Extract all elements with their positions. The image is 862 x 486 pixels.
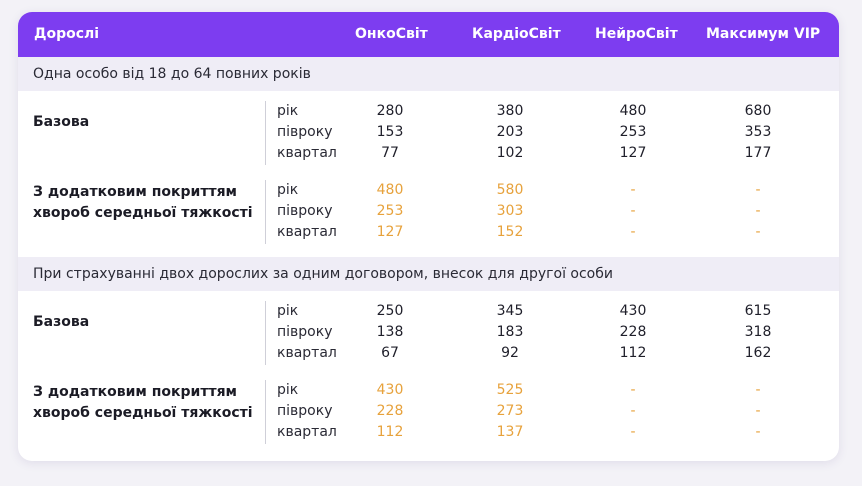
period-label: півроку [277,403,333,419]
value-cell: 303 [496,203,524,219]
value-cell: 77 [381,145,399,161]
section-title: При страхуванні двох дорослих за одним д… [33,266,613,282]
period-label: півроку [277,203,333,219]
value-cell: 138 [376,324,404,340]
value-cell: 430 [619,303,647,319]
value-cell: 67 [381,345,399,361]
value-cell: 480 [619,103,647,119]
value-cell: 353 [744,124,772,140]
table-row: квартал 67 92 112 162 [18,343,839,364]
table-row: рік 430 525 - - [18,380,839,401]
value-cell: 615 [744,303,772,319]
value-cell: 228 [376,403,404,419]
value-cell: 203 [496,124,524,140]
value-cell: 580 [496,182,524,198]
value-cell: - [630,403,636,419]
value-cell: - [755,424,761,440]
table-row: квартал 77 102 127 177 [18,143,839,164]
period-label: півроку [277,324,333,340]
period-label: квартал [277,224,337,240]
period-label: квартал [277,145,337,161]
value-cell: 480 [376,182,404,198]
group-extended: З додатковим покриттям хвороб середньої … [18,177,839,257]
value-cell: 183 [496,324,524,340]
value-cell: 680 [744,103,772,119]
value-cell: - [755,382,761,398]
table-row: півроку 153 203 253 353 [18,122,839,143]
value-cell: - [630,224,636,240]
period-label: рік [277,182,299,198]
table-row: квартал 112 137 - - [18,422,839,443]
value-cell: 177 [744,145,772,161]
divider [265,380,266,444]
table-row: півроку 228 273 - - [18,401,839,422]
value-cell: 112 [619,345,647,361]
table-row: рік 250 345 430 615 [18,301,839,322]
table-row: півроку 253 303 - - [18,201,839,222]
value-cell: 430 [376,382,404,398]
value-cell: 250 [376,303,404,319]
value-cell: - [755,403,761,419]
value-cell: 137 [496,424,524,440]
value-cell: 92 [501,345,519,361]
value-cell: - [755,203,761,219]
group-basic: Базова рік 250 345 430 615 півроку 138 1… [18,291,839,377]
period-label: півроку [277,124,333,140]
value-cell: 380 [496,103,524,119]
table-row: рік 280 380 480 680 [18,101,839,122]
value-cell: 152 [496,224,524,240]
group-label: З додатковим покриттям хвороб середньої … [33,384,253,421]
section-header: При страхуванні двох дорослих за одним д… [18,257,839,291]
value-cell: - [630,382,636,398]
divider [265,101,266,165]
group-label: Базова [33,314,90,330]
divider [265,180,266,244]
value-cell: 162 [744,345,772,361]
value-cell: 280 [376,103,404,119]
value-cell: 253 [619,124,647,140]
group-extended: З додатковим покриттям хвороб середньої … [18,377,839,457]
value-cell: - [755,224,761,240]
value-cell: 253 [376,203,404,219]
period-label: квартал [277,424,337,440]
pricing-table-card: Дорослі ОнкоСвіт КардіоСвіт НейроСвіт Ма… [18,12,839,461]
column-header-maksymum-vip: Максимум VIP [706,26,821,42]
group-label: З додатковим покриттям хвороб середньої … [33,184,253,221]
column-header-onkosvit: ОнкоСвіт [355,26,428,42]
value-cell: 153 [376,124,404,140]
period-label: квартал [277,345,337,361]
value-cell: 345 [496,303,524,319]
value-cell: 525 [496,382,524,398]
value-cell: - [630,182,636,198]
value-cell: 318 [744,324,772,340]
period-label: рік [277,382,299,398]
section-title: Одна особо від 18 до 64 повних років [33,66,311,82]
value-cell: 228 [619,324,647,340]
table-row: рік 480 580 - - [18,180,839,201]
section-header: Одна особо від 18 до 64 повних років [18,57,839,91]
period-label: рік [277,103,299,119]
value-cell: 127 [376,224,404,240]
column-header-neirosvit: НейроСвіт [595,26,678,42]
value-cell: 127 [619,145,647,161]
divider [265,301,266,365]
header-title: Дорослі [34,26,100,42]
table-row: півроку 138 183 228 318 [18,322,839,343]
value-cell: - [630,203,636,219]
table-row: квартал 127 152 - - [18,222,839,243]
group-label: Базова [33,114,90,130]
value-cell: 112 [376,424,404,440]
value-cell: 102 [496,145,524,161]
value-cell: - [630,424,636,440]
table-header: Дорослі ОнкоСвіт КардіоСвіт НейроСвіт Ма… [18,12,839,57]
column-header-kardiosvit: КардіоСвіт [472,26,561,42]
value-cell: - [755,182,761,198]
value-cell: 273 [496,403,524,419]
group-basic: Базова рік 280 380 480 680 півроку 153 2… [18,91,839,177]
period-label: рік [277,303,299,319]
